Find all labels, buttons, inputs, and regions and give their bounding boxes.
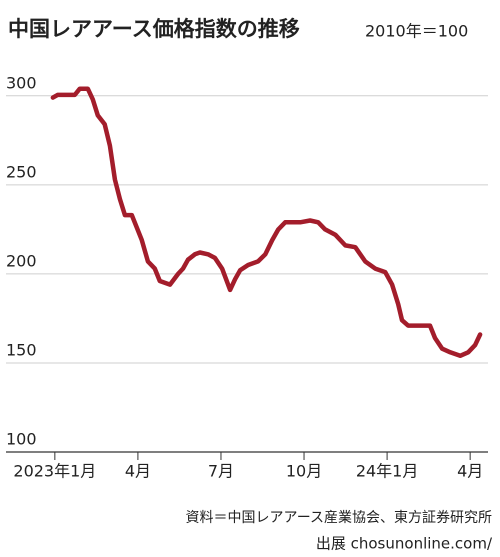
y-tick-label: 250 bbox=[6, 162, 37, 181]
x-tick-label: 10月 bbox=[286, 462, 322, 481]
y-tick-label: 150 bbox=[6, 340, 37, 359]
credit: 出展 chosunonline.com/ bbox=[316, 535, 493, 553]
y-tick-label: 100 bbox=[6, 430, 37, 449]
x-tick-label: 24年1月 bbox=[356, 462, 419, 481]
y-tick-label: 300 bbox=[6, 73, 37, 92]
chart-subtitle: 2010年＝100 bbox=[365, 22, 468, 41]
chart-title: 中国レアアース価格指数の推移 bbox=[8, 17, 300, 41]
x-tick-label: 2023年1月 bbox=[13, 462, 96, 481]
x-tick-label: 4月 bbox=[457, 462, 483, 481]
source-note: 資料＝中国レアアース産業協会、東方証券研究所 bbox=[186, 510, 492, 526]
y-tick-label: 200 bbox=[6, 251, 37, 270]
data-line bbox=[50, 86, 483, 359]
x-tick-label: 4月 bbox=[125, 462, 151, 481]
x-tick-label: 7月 bbox=[208, 462, 234, 481]
